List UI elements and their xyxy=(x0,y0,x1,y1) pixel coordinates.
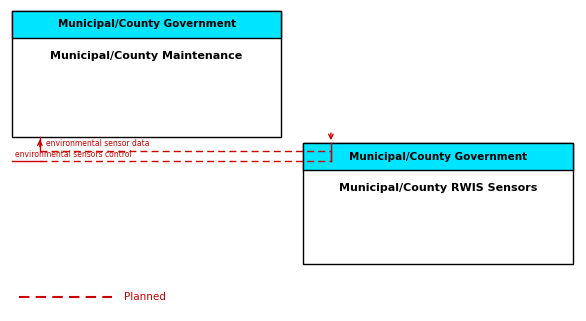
Text: environmental sensors control: environmental sensors control xyxy=(15,150,131,159)
Text: Municipal/County Maintenance: Municipal/County Maintenance xyxy=(50,51,243,61)
Text: Municipal/County RWIS Sensors: Municipal/County RWIS Sensors xyxy=(339,183,537,193)
Bar xyxy=(12,11,281,137)
Text: Municipal/County Government: Municipal/County Government xyxy=(57,20,236,30)
Text: Municipal/County Government: Municipal/County Government xyxy=(349,152,527,161)
Bar xyxy=(12,11,281,38)
Text: Planned: Planned xyxy=(124,292,166,302)
Bar xyxy=(304,143,573,170)
Bar xyxy=(304,143,573,264)
Text: environmental sensor data: environmental sensor data xyxy=(46,139,149,148)
